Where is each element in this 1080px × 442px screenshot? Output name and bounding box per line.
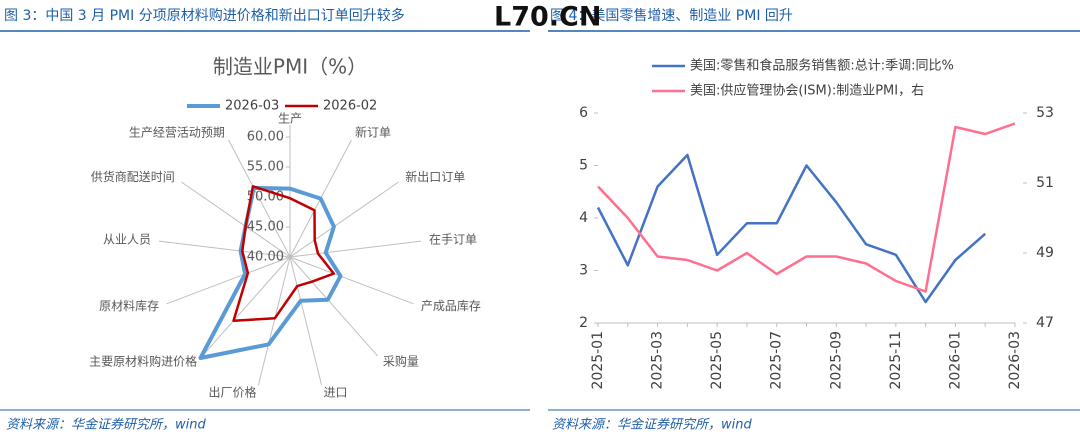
spoke xyxy=(202,256,291,357)
right-caption: 图 4：美国零售增速、制造业 PMI 回升 xyxy=(550,8,793,24)
y-tick-label: 3 xyxy=(579,263,588,279)
x-tick-label: 2026-01 xyxy=(947,331,963,390)
y-tick-label: 2 xyxy=(579,315,588,331)
spoke xyxy=(158,240,291,258)
spoke xyxy=(181,181,291,258)
y-tick-label: 4 xyxy=(579,210,588,226)
spoke xyxy=(228,139,291,258)
axis-label: 供货商配送时间 xyxy=(91,169,175,184)
legend-label: 2026-02 xyxy=(323,99,377,114)
r-tick-label: 55.00 xyxy=(247,160,284,175)
source: 资料来源：华金证券研究所，wind xyxy=(552,417,752,433)
watermark: L70.CN xyxy=(494,2,601,33)
axis-label: 从业人员 xyxy=(103,233,151,247)
axis-label: 原材料库存 xyxy=(99,298,159,313)
x-tick-label: 2025-05 xyxy=(709,331,725,390)
axis-label: 出厂价格 xyxy=(208,384,256,399)
spoke xyxy=(289,256,414,305)
radar-series xyxy=(198,185,343,360)
axis-label: 进口 xyxy=(324,385,348,399)
y2-tick-label: 51 xyxy=(1036,175,1054,191)
axis-label: 采购量 xyxy=(383,353,419,368)
r-tick-label: 60.00 xyxy=(247,130,284,145)
spoke xyxy=(289,256,378,357)
y-tick-label: 5 xyxy=(579,158,588,174)
spoke xyxy=(166,256,291,305)
r-tick-label: 40.00 xyxy=(247,250,284,265)
axis-label: 新订单 xyxy=(355,125,391,140)
x-tick-label: 2025-11 xyxy=(888,331,904,390)
axis-label: 新出口订单 xyxy=(405,169,465,184)
legend-label: 2026-03 xyxy=(225,99,279,114)
x-tick-label: 2025-01 xyxy=(590,331,606,390)
spoke xyxy=(289,256,323,386)
r-tick-label: 45.00 xyxy=(247,220,284,235)
axis-label: 在手订单 xyxy=(429,233,477,247)
spoke xyxy=(257,256,291,386)
line-series xyxy=(597,122,1016,293)
chart-title: 制造业PMI（%） xyxy=(213,55,367,79)
spoke xyxy=(289,240,422,258)
y2-tick-label: 53 xyxy=(1036,105,1054,121)
left-caption: 图 3：中国 3 月 PMI 分项原材料购进价格和新出口订单回升较多 xyxy=(4,7,405,24)
source: 资料来源：华金证券研究所，wind xyxy=(6,417,206,433)
axis-label: 生产经营活动预期 xyxy=(129,126,225,140)
x-tick-label: 2026-03 xyxy=(1007,331,1023,390)
spoke xyxy=(289,181,399,258)
axis-label: 主要原材料购进价格 xyxy=(89,353,197,368)
axis-label: 产成品库存 xyxy=(421,298,481,313)
x-tick-label: 2025-09 xyxy=(828,331,844,390)
legend-label: 美国:供应管理协会(ISM):制造业PMI，右 xyxy=(690,83,924,99)
radar-series xyxy=(232,185,336,323)
x-tick-label: 2025-07 xyxy=(769,331,785,390)
line-series xyxy=(596,153,987,304)
x-tick-label: 2025-03 xyxy=(650,331,666,390)
y2-tick-label: 49 xyxy=(1036,245,1054,261)
y-tick-label: 6 xyxy=(579,105,588,121)
axis-label: 生产 xyxy=(278,112,302,126)
legend-label: 美国:零售和食品服务销售额:总计:季调:同比% xyxy=(690,58,954,74)
y2-tick-label: 47 xyxy=(1036,315,1054,331)
